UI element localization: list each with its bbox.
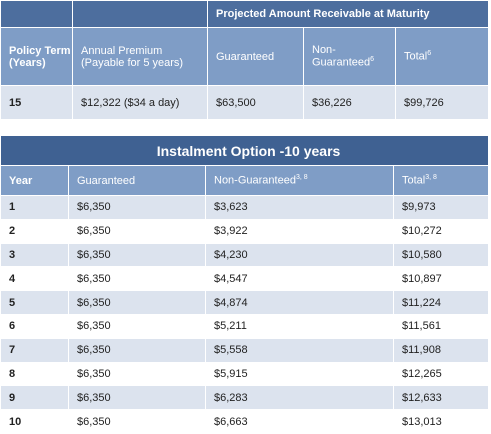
table-cell: $11,561 [392,313,490,339]
header-text: Guaranteed [77,174,136,187]
table-cell: $6,350 [68,385,206,411]
header-cell: Policy Term (Years) [0,27,73,86]
table-cell: $11,224 [392,290,490,315]
table-cell: $5,915 [205,361,394,387]
table-cell: $3,623 [205,195,394,220]
table-cell: 9 [0,385,69,411]
header-cell: Guaranteed [68,165,206,196]
header-cell: Total6 [394,27,490,86]
table-cell: 10 [0,409,69,434]
table-row: 2 $6,350 $3,922 $10,272 [0,218,490,244]
table-cell: $13,013 [392,409,490,434]
footnote-mark: 6 [427,50,432,58]
table-cell: $4,547 [205,266,394,292]
table-cell: $6,283 [205,385,394,411]
footnote-mark: 3, 8 [295,174,308,182]
group-header: Projected Amount Receivable at Maturity [206,0,490,28]
header-text: Guaranteed [216,50,275,63]
header-text: Non-Guaranteed [214,174,296,187]
table-row: 4 $6,350 $4,547 $10,897 [0,266,490,292]
blank-cell [0,0,73,28]
table-cell: $3,922 [205,218,394,244]
header-text: Annual Premium (Payable for 5 years) [81,44,184,69]
table-cell: $6,350 [68,313,206,339]
table-row: 9 $6,350 $6,283 $12,633 [0,385,490,411]
table-cell: $10,580 [392,242,490,268]
table-cell: $10,897 [392,266,490,292]
table-cell: $12,322 ($34 a day) [72,85,208,120]
table-cell: $6,350 [68,195,206,220]
table-cell: $36,226 [303,85,396,120]
table-cell: $63,500 [207,85,304,120]
header-text: Year [9,174,33,187]
header-text: Total [402,174,426,187]
table-title: Instalment Option -10 years [0,135,490,166]
table-cell: $5,558 [205,337,394,363]
table-cell: $5,211 [205,313,394,339]
table-row: 6 $6,350 $5,211 $11,561 [0,313,490,339]
table-cell: $12,265 [392,361,490,387]
table-cell: $4,230 [205,242,394,268]
header-text: Total [404,50,428,63]
header-cell: Non-Guaranteed3, 8 [205,165,394,196]
table-row: 1 $6,350 $3,623 $9,973 [0,195,490,220]
table-cell: $10,272 [392,218,490,244]
maturity-table: Projected Amount Receivable at Maturity … [0,0,490,120]
table-cell: $6,350 [68,361,206,387]
table-cell: 3 [0,242,69,268]
header-cell: Total3, 8 [392,165,490,196]
table-cell: $6,350 [68,337,206,363]
header-text: Non-Guaranteed [312,44,371,69]
table-row: 7 $6,350 $5,558 $11,908 [0,337,490,363]
table-cell: 15 [0,85,73,120]
table-row: 15 $12,322 ($34 a day) $63,500 $36,226 $99,7… [0,85,490,120]
table-row: 3 $6,350 $4,230 $10,580 [0,242,490,268]
footnote-mark: 6 [370,56,375,64]
blank-cell [72,0,208,28]
instalment-table: Instalment Option -10 years Year Guarante… [0,135,490,434]
header-text: Policy Term (Years) [9,44,71,69]
header-cell: Non-Guaranteed6 [303,27,396,86]
table-row: 5 $6,350 $4,874 $11,224 [0,290,490,315]
table-cell: 5 [0,290,69,315]
table-row: 8 $6,350 $5,915 $12,265 [0,361,490,387]
table-cell: 4 [0,266,69,292]
table-cell: $6,350 [68,409,206,434]
table-cell: 8 [0,361,69,387]
table-cell: $4,874 [205,290,394,315]
table-cell: $6,663 [205,409,394,434]
table-cell: $9,973 [392,195,490,220]
table-cell: 2 [0,218,69,244]
table-cell: 7 [0,337,69,363]
table-cell: $6,350 [68,290,206,315]
header-cell: Year [0,165,69,196]
table-cell: 6 [0,313,69,339]
table-cell: $11,908 [392,337,490,363]
footnote-mark: 3, 8 [425,174,437,182]
header-cell: Annual Premium (Payable for 5 years) [72,27,208,86]
table-cell: $6,350 [68,218,206,244]
table-cell: $6,350 [68,242,206,268]
header-cell: Guaranteed [207,27,304,86]
table-cell: $6,350 [68,266,206,292]
table-cell: 1 [0,195,69,220]
table-cell: $99,726 [394,85,490,120]
table-row: 10 $6,350 $6,663 $13,013 [0,409,490,434]
table-cell: $12,633 [392,385,490,411]
